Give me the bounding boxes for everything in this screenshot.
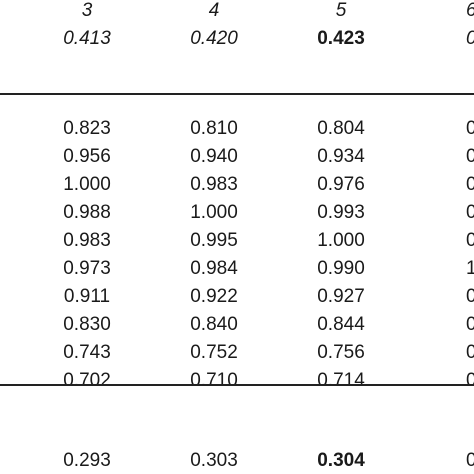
- table-cell: 0.911: [63, 286, 111, 307]
- table-cell: 0.743: [63, 342, 111, 363]
- table-cell: 0.804: [317, 118, 365, 139]
- table-cell: 1.000: [190, 202, 238, 223]
- table-cell: 0.714: [317, 370, 365, 391]
- column-header-6: 6: [466, 0, 474, 22]
- footer-value-3: 0.293: [63, 450, 111, 471]
- footer-value-5-best: 0.304: [317, 450, 365, 471]
- column-header-4: 4: [208, 0, 220, 21]
- table-cell: 0.810: [190, 118, 238, 139]
- table-cell: 1.000: [317, 230, 365, 251]
- header-value-6: 0.42: [466, 28, 474, 50]
- table-cell: 0.988: [63, 202, 111, 223]
- footer-value-4: 0.303: [190, 450, 238, 471]
- table-cell: 0.752: [190, 342, 238, 363]
- table-cell: 0.922: [190, 286, 238, 307]
- column-header-3: 3: [81, 0, 93, 21]
- table-cell: 0.7: [466, 118, 474, 139]
- table-cell: 0.9: [466, 202, 474, 223]
- table-cell: 0.8: [466, 314, 474, 335]
- header-value-3: 0.413: [63, 28, 111, 49]
- table-cell: 0.830: [63, 314, 111, 335]
- table-cell: 0.995: [190, 230, 238, 251]
- table-rule-bottom: [0, 384, 474, 386]
- table-cell: 0.840: [190, 314, 238, 335]
- table-cell: 0.9: [466, 146, 474, 167]
- table-cell: 1.000: [63, 174, 111, 195]
- table-cell: 0.993: [317, 202, 365, 223]
- table-cell: 0.973: [63, 258, 111, 279]
- table-cell: 0.823: [63, 118, 111, 139]
- header-value-5-best: 0.423: [317, 28, 365, 49]
- table-cell: 0.956: [63, 146, 111, 167]
- table-cell: 0.756: [317, 342, 365, 363]
- table-cell: 0.9: [466, 286, 474, 307]
- table-cell: 0.983: [190, 174, 238, 195]
- table-cell: 0.940: [190, 146, 238, 167]
- table-cell: 0.976: [317, 174, 365, 195]
- table-rule-top: [0, 93, 474, 95]
- table-cell: 0.984: [190, 258, 238, 279]
- table-cell: 0.927: [317, 286, 365, 307]
- table-cell: 0.990: [317, 258, 365, 279]
- table-cell: 1.0: [466, 258, 474, 279]
- table-cell: 0.710: [190, 370, 238, 391]
- table-cell: 0.702: [63, 370, 111, 391]
- footer-value-6: 0.2: [466, 450, 474, 471]
- table-cell: 0.844: [317, 314, 365, 335]
- table-cell: 0.934: [317, 146, 365, 167]
- table-cell: 0.7: [466, 342, 474, 363]
- table-cell: 0.7: [466, 370, 474, 391]
- column-header-5: 5: [335, 0, 347, 21]
- table-cell: 0.9: [466, 230, 474, 251]
- header-value-4: 0.420: [190, 28, 238, 49]
- table-cell: 0.983: [63, 230, 111, 251]
- table-cell: 0.9: [466, 174, 474, 195]
